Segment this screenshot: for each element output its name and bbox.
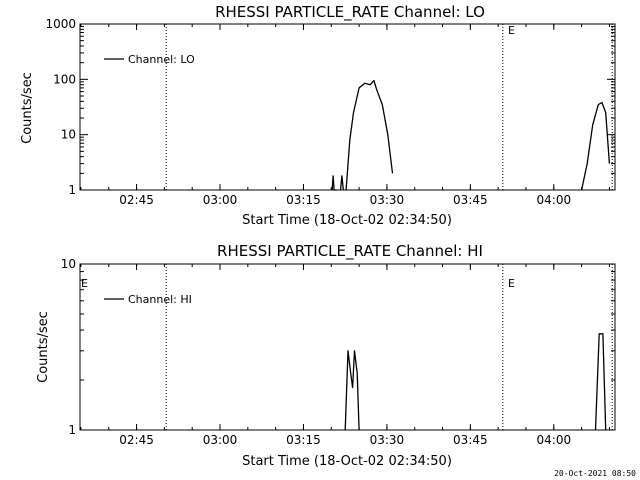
x-tick-label: 03:15 — [286, 433, 321, 447]
x-axis-label-lo: Start Time (18-Oct-02 02:34:50) — [242, 213, 452, 228]
series-line — [345, 79, 394, 191]
x-tick-label: 04:00 — [537, 433, 572, 447]
panel-lo: RHESSI PARTICLE_RATE Channel: LO Counts/… — [20, 3, 616, 228]
series-line — [594, 333, 607, 431]
x-tick-label: 02:45 — [119, 193, 154, 207]
chart-title-lo: RHESSI PARTICLE_RATE Channel: LO — [215, 3, 485, 22]
legend-text-lo: Channel: LO — [128, 53, 195, 66]
y-tick-label: 100 — [53, 72, 76, 86]
series-line — [580, 101, 611, 191]
chart-title-hi: RHESSI PARTICLE_RATE Channel: HI — [217, 242, 483, 261]
panel-hi: RHESSI PARTICLE_RATE Channel: HI Counts/… — [36, 242, 616, 469]
plot-area-hi: 02:45 03:00 03:15 03:30 03:45 04:00 1 10 — [61, 257, 615, 447]
footer-timestamp: 20-Oct-2021 08:50 — [554, 469, 636, 478]
plot-area-lo: 02:45 03:00 03:15 03:30 03:45 04:00 1 10 100 1000 — [45, 17, 615, 207]
y-tick-label: 1 — [68, 423, 76, 437]
y-tick-label: 1000 — [45, 17, 76, 31]
y-axis-label-hi: Counts/sec — [36, 311, 51, 383]
x-tick-label: 03:00 — [203, 193, 238, 207]
y-tick-label: 10 — [61, 257, 76, 271]
x-axis-label-hi: Start Time (18-Oct-02 02:34:50) — [242, 454, 452, 469]
series-line — [339, 175, 344, 191]
x-tick-label: 02:45 — [119, 433, 154, 447]
y-tick-label: 10 — [61, 128, 76, 142]
marker-e-label-lo: E — [508, 24, 515, 37]
x-tick-label: 03:45 — [453, 433, 488, 447]
series-line — [331, 175, 337, 191]
marker-e-label-hi: E — [508, 277, 515, 290]
marker-e-label-hi-left: E — [81, 277, 88, 290]
y-axis-label-lo: Counts/sec — [20, 72, 35, 144]
x-tick-label: 03:30 — [370, 433, 405, 447]
x-tick-label: 04:00 — [537, 193, 572, 207]
x-tick-label: 03:00 — [203, 433, 238, 447]
legend-text-hi: Channel: HI — [128, 293, 192, 306]
plot-frame-hi — [79, 263, 616, 431]
series-line — [344, 350, 360, 431]
x-tick-label: 03:30 — [370, 193, 405, 207]
x-tick-label: 03:45 — [453, 193, 488, 207]
x-tick-label: 03:15 — [286, 193, 321, 207]
y-tick-label: 1 — [68, 183, 76, 197]
plot-frame-lo — [79, 23, 616, 191]
